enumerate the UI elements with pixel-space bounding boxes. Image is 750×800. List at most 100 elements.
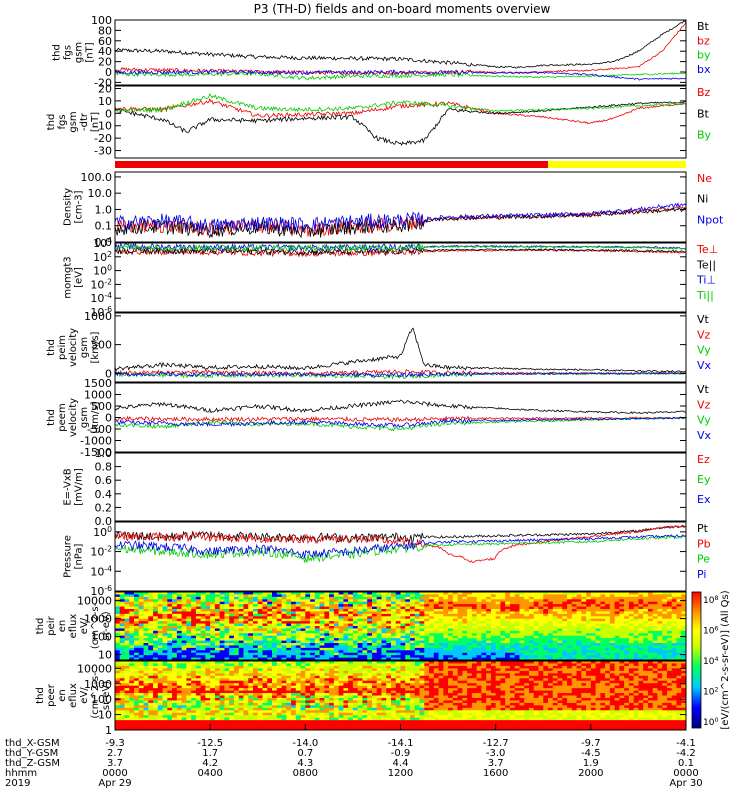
spectrogram-cell — [134, 652, 140, 656]
spectrogram-cell — [429, 596, 435, 600]
spectrogram-cell — [371, 635, 378, 639]
spectrogram-cell — [148, 640, 154, 644]
spectrogram-cell — [143, 613, 149, 617]
y-tick-label: 500 — [91, 339, 112, 352]
spectrogram-cell — [172, 670, 178, 674]
spectrogram-cell — [343, 635, 349, 639]
spectrogram-cell — [267, 628, 273, 632]
spectrogram-cell — [162, 680, 168, 684]
spectrogram-cell — [272, 695, 278, 699]
spectrogram-cell — [195, 673, 202, 677]
spectrogram-cell — [390, 611, 397, 615]
spectrogram-cell — [124, 700, 130, 704]
spectrogram-cell — [433, 650, 439, 654]
spectrogram-cell — [652, 621, 658, 624]
spectrogram-cell — [371, 650, 378, 654]
spectrogram-cell — [267, 670, 273, 674]
spectrogram-cell — [214, 695, 221, 699]
y-tick-label: 20 — [98, 82, 112, 95]
spectrogram-cell — [390, 621, 397, 624]
spectrogram-cell — [257, 640, 263, 644]
spectrogram-cell — [581, 623, 587, 627]
spectrogram-cell — [243, 700, 249, 704]
spectrogram-cell — [248, 645, 254, 649]
spectrogram-cell — [214, 643, 221, 646]
spectrogram-cell — [633, 621, 639, 624]
spectrogram-cell — [138, 652, 144, 656]
spectrogram-cell — [310, 720, 316, 723]
spectrogram-cell — [338, 697, 344, 701]
spectrogram-cell — [157, 690, 163, 694]
spectrogram-cell — [243, 628, 249, 632]
spectrogram-cell — [609, 633, 616, 637]
spectrogram-cell — [509, 655, 516, 658]
spectrogram-cell — [562, 604, 568, 607]
spectrogram-cell — [195, 647, 202, 651]
spectrogram-cell — [533, 633, 539, 637]
spectrogram-cell — [200, 613, 206, 617]
spectrogram-cell — [524, 640, 530, 644]
spectrogram-cell — [609, 652, 616, 656]
spectrogram-cell — [590, 645, 596, 649]
spectrogram-cell — [433, 618, 439, 622]
spectrogram-cell — [252, 618, 259, 622]
spectrogram-cell — [619, 596, 625, 600]
spectrogram-cell — [262, 680, 268, 684]
spectrogram-cell — [238, 640, 244, 644]
spectrogram-cell — [395, 643, 401, 646]
spectrogram-cell — [214, 683, 221, 687]
legend-Ez: Ez — [697, 453, 710, 466]
spectrogram-cell — [291, 609, 297, 612]
y-axis-label: Pressure — [63, 535, 74, 578]
spectrogram-cell — [390, 599, 397, 603]
spectrogram-cell — [548, 652, 554, 656]
spectrogram-cell — [124, 592, 130, 595]
spectrogram-cell — [252, 616, 259, 620]
spectrogram-cell — [481, 618, 487, 622]
spectrogram-cell — [319, 616, 325, 620]
spectrogram-cell — [143, 628, 149, 632]
spectrogram-cell — [457, 633, 463, 637]
spectrogram-cell — [134, 640, 140, 644]
spectrogram-cell — [609, 635, 616, 639]
spectrogram-cell — [305, 712, 311, 716]
spectrogram-cell — [176, 626, 183, 629]
spectrogram-cell — [662, 655, 668, 658]
spectrogram-cell — [538, 618, 544, 622]
spectrogram-cell — [595, 643, 601, 646]
spectrogram-cell — [172, 655, 178, 658]
spectrogram-cell — [176, 690, 183, 694]
spectrogram-cell — [609, 596, 616, 600]
spectrogram-cell — [181, 609, 187, 612]
spectrogram-cell — [647, 606, 654, 610]
spectrogram-cell — [643, 601, 649, 605]
spectrogram-cell — [319, 725, 325, 728]
spectrogram-cell — [267, 650, 273, 654]
spectrogram-cell — [557, 616, 563, 620]
spectrogram-cell — [157, 609, 163, 612]
spectrogram-cell — [305, 623, 311, 627]
spectrogram-cell — [233, 645, 240, 649]
spectrogram-cell — [514, 635, 520, 639]
spectrogram-cell — [552, 645, 558, 649]
spectrogram-cell — [652, 640, 658, 644]
spectrogram-cell — [638, 613, 644, 617]
spectrogram-cell — [329, 599, 335, 603]
spectrogram-cell — [129, 725, 135, 728]
spectrogram-cell — [129, 633, 135, 637]
spectrogram-cell — [329, 652, 335, 656]
spectrogram-cell — [357, 611, 363, 615]
spectrogram-cell — [214, 618, 221, 622]
spectrogram-cell — [229, 599, 235, 603]
spectrogram-cell — [348, 604, 354, 607]
spectrogram-cell — [433, 621, 439, 624]
spectrogram-cell — [348, 633, 354, 637]
spectrogram-cell — [495, 655, 501, 658]
spectrogram-cell — [119, 720, 125, 723]
spectrogram-cell — [528, 655, 535, 658]
spectrogram-cell — [233, 700, 240, 704]
spectrogram-cell — [195, 628, 202, 632]
spectrogram-cell — [376, 633, 382, 637]
spectrogram-cell — [467, 623, 473, 627]
spectrogram-cell — [200, 678, 206, 682]
